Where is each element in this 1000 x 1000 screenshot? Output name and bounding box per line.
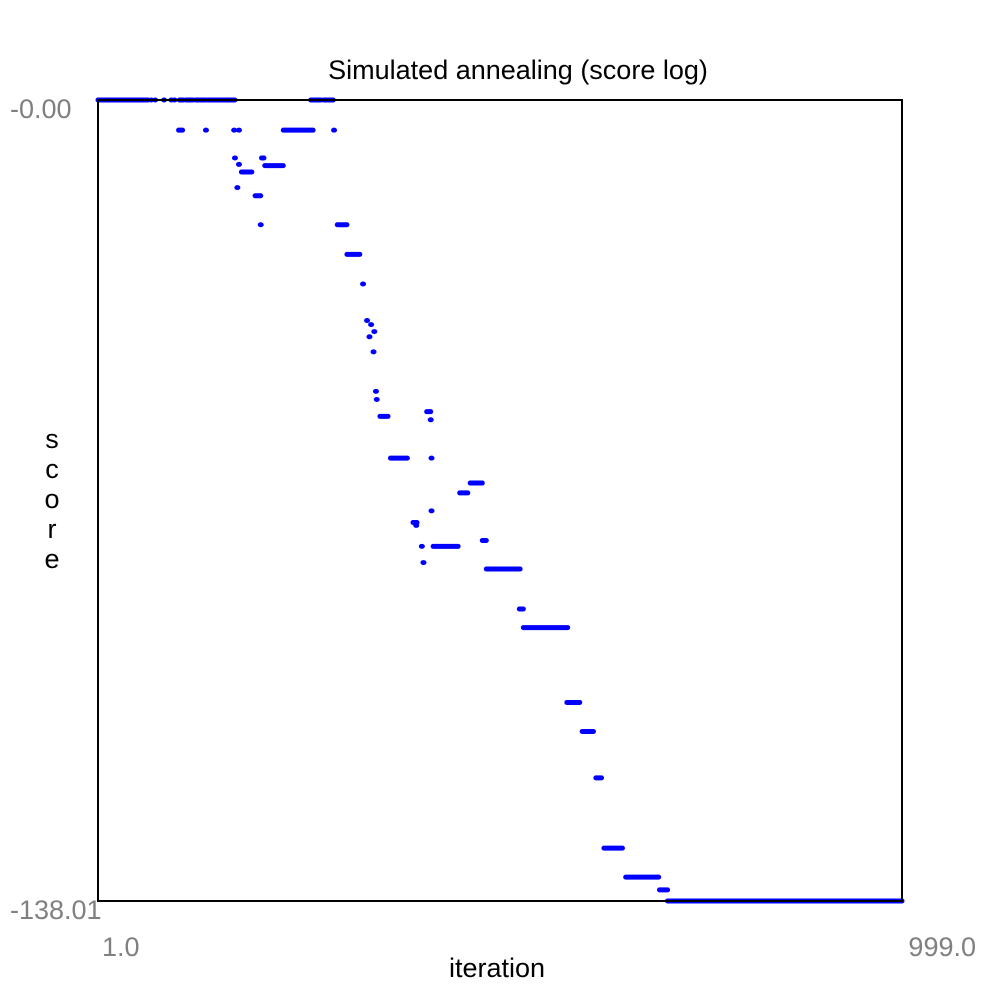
y-tick-label-top: -0.00 bbox=[10, 94, 72, 124]
data-point-35 bbox=[373, 396, 380, 402]
data-point-45 bbox=[413, 522, 420, 528]
data-point-29 bbox=[364, 318, 371, 324]
data-point-18 bbox=[231, 155, 238, 161]
data-point-28 bbox=[360, 281, 367, 287]
data-point-49 bbox=[420, 560, 427, 566]
data-point-25 bbox=[257, 222, 264, 228]
y-axis-label-char-1: c bbox=[45, 454, 59, 484]
y-tick-label-bottom: -138.01 bbox=[10, 895, 102, 925]
x-tick-label-right: 999.0 bbox=[908, 932, 976, 962]
data-point-47 bbox=[418, 543, 425, 549]
x-axis-label: iteration bbox=[449, 953, 545, 983]
data-point-15 bbox=[235, 127, 242, 133]
data-point-31 bbox=[371, 329, 378, 335]
data-point-43 bbox=[428, 508, 435, 514]
y-axis-label-char-3: r bbox=[48, 514, 57, 544]
y-axis-label-char-0: s bbox=[45, 424, 59, 454]
data-point-33 bbox=[370, 349, 377, 355]
data-point-14 bbox=[231, 127, 238, 133]
plot-frame bbox=[97, 99, 903, 902]
data-point-34 bbox=[372, 388, 379, 394]
chart-title: Simulated annealing (score log) bbox=[328, 55, 708, 85]
data-point-23 bbox=[234, 185, 241, 191]
data-point-40 bbox=[428, 455, 435, 461]
x-tick-label-left: 1.0 bbox=[102, 932, 140, 962]
y-axis-label: score bbox=[44, 424, 59, 574]
data-layer bbox=[95, 97, 905, 904]
y-axis-label-char-4: e bbox=[44, 544, 59, 574]
data-point-38 bbox=[427, 417, 434, 423]
data-point-30 bbox=[368, 322, 375, 328]
data-point-13 bbox=[202, 127, 209, 133]
data-point-19 bbox=[235, 161, 242, 167]
y-axis-label-char-2: o bbox=[44, 484, 59, 514]
data-point-32 bbox=[366, 334, 373, 340]
data-point-17 bbox=[331, 127, 338, 133]
